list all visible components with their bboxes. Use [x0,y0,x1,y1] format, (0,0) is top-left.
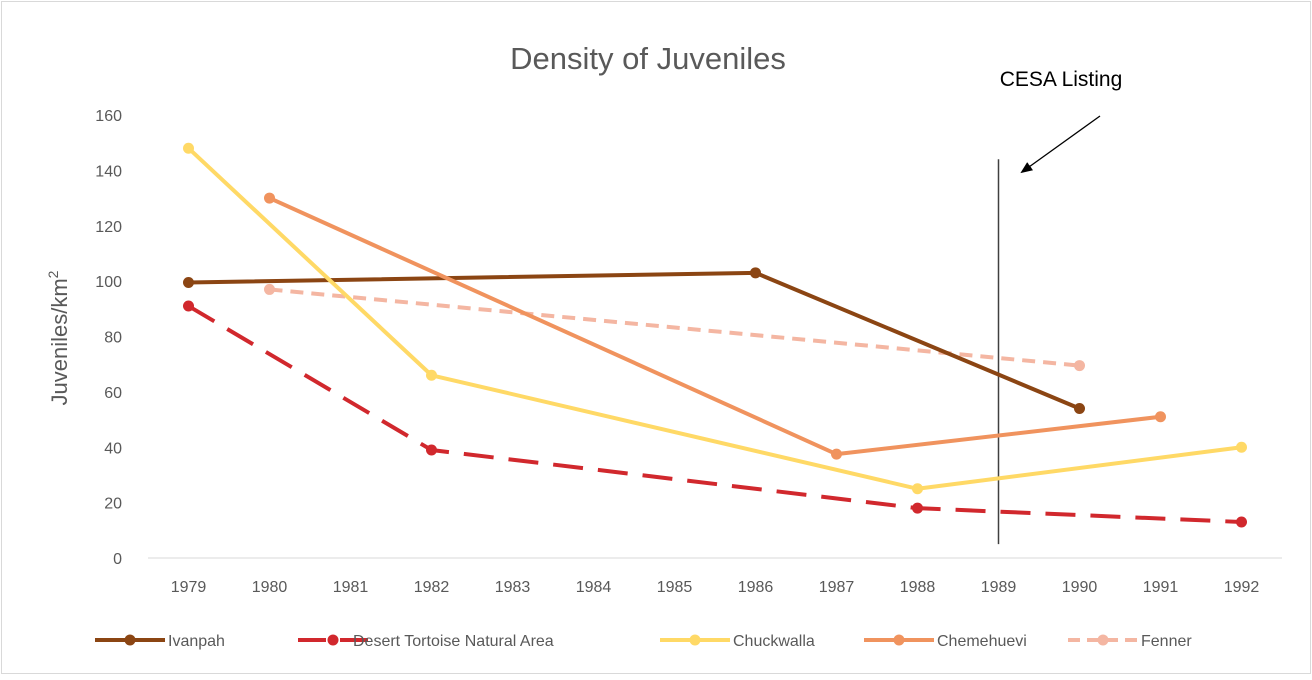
data-point [912,483,923,495]
series-chemehuevi [264,192,1166,460]
data-point [183,142,194,154]
x-tick-label: 1983 [495,579,531,596]
data-point [183,300,194,312]
x-tick-label: 1988 [900,579,936,596]
x-tick-label: 1987 [819,579,855,596]
y-tick-label: 80 [104,330,122,347]
cesa-listing-label: CESA Listing [1000,68,1123,91]
y-axis-label-text: Juveniles/km [47,278,72,405]
x-tick-label: 1981 [333,579,369,596]
y-tick-label: 20 [104,496,122,513]
legend-label: Fenner [1141,633,1192,650]
legend-swatch-marker [327,634,339,646]
y-tick-label: 120 [95,219,122,236]
legend-label: Chemehuevi [937,633,1027,650]
x-tick-label: 1980 [252,579,288,596]
x-tick-label: 1982 [414,579,450,596]
y-axis-label-superscript: 2 [45,270,61,278]
y-tick-label: 40 [104,440,122,457]
legend-swatch-marker [689,634,701,646]
y-axis-ticks: 0 20 40 60 80 100 120 140 160 [95,108,122,568]
chart-title: Density of Juveniles [510,41,786,76]
series-desert-tortoise-natural-area [183,300,1247,528]
data-point [912,502,923,514]
legend-item: Chuckwalla [660,633,815,650]
legend: Ivanpah Desert Tortoise Natural Area Chuck… [95,633,1192,650]
data-point [1236,441,1247,453]
data-point [1074,402,1085,414]
legend-swatch-marker [893,634,905,646]
data-point [750,267,761,279]
x-tick-label: 1991 [1143,579,1179,596]
x-tick-label: 1985 [657,579,693,596]
y-tick-label: 0 [113,551,122,568]
x-tick-label: 1979 [171,579,207,596]
legend-swatch-marker [124,634,136,646]
legend-label: Chuckwalla [733,633,815,650]
y-tick-label: 100 [95,274,122,291]
data-point [183,277,194,289]
x-tick-label: 1992 [1224,579,1260,596]
series-layer [183,142,1247,528]
legend-item: Chemehuevi [864,633,1027,650]
data-point [426,369,437,381]
series-ivanpah [183,267,1085,414]
y-tick-label: 140 [95,163,122,180]
data-point [1155,411,1166,423]
legend-item: Ivanpah [95,633,225,650]
data-point [426,444,437,456]
legend-label: Ivanpah [168,633,225,650]
y-axis-label: Juveniles/km2 [45,270,72,405]
series-line [187,146,1242,491]
x-tick-label: 1989 [981,579,1017,596]
data-point [831,448,842,460]
legend-item: Desert Tortoise Natural Area [298,633,554,650]
x-tick-label: 1984 [576,579,612,596]
series-chuckwalla [183,142,1247,495]
data-point [1236,516,1247,528]
y-tick-label: 60 [104,385,122,402]
cesa-listing-arrow [1020,115,1101,174]
data-point [264,283,275,295]
data-point [264,192,275,204]
y-tick-label: 160 [95,108,122,125]
x-tick-label: 1990 [1062,579,1098,596]
legend-label: Desert Tortoise Natural Area [353,633,554,650]
legend-item: Fenner [1068,633,1192,650]
x-axis-ticks: 1979 1980 1981 1982 1983 1984 1985 1986 1987 1988… [171,579,1260,596]
legend-swatch-marker [1097,634,1109,646]
series-line [187,304,1242,525]
x-tick-label: 1986 [738,579,774,596]
data-point [1074,360,1085,372]
